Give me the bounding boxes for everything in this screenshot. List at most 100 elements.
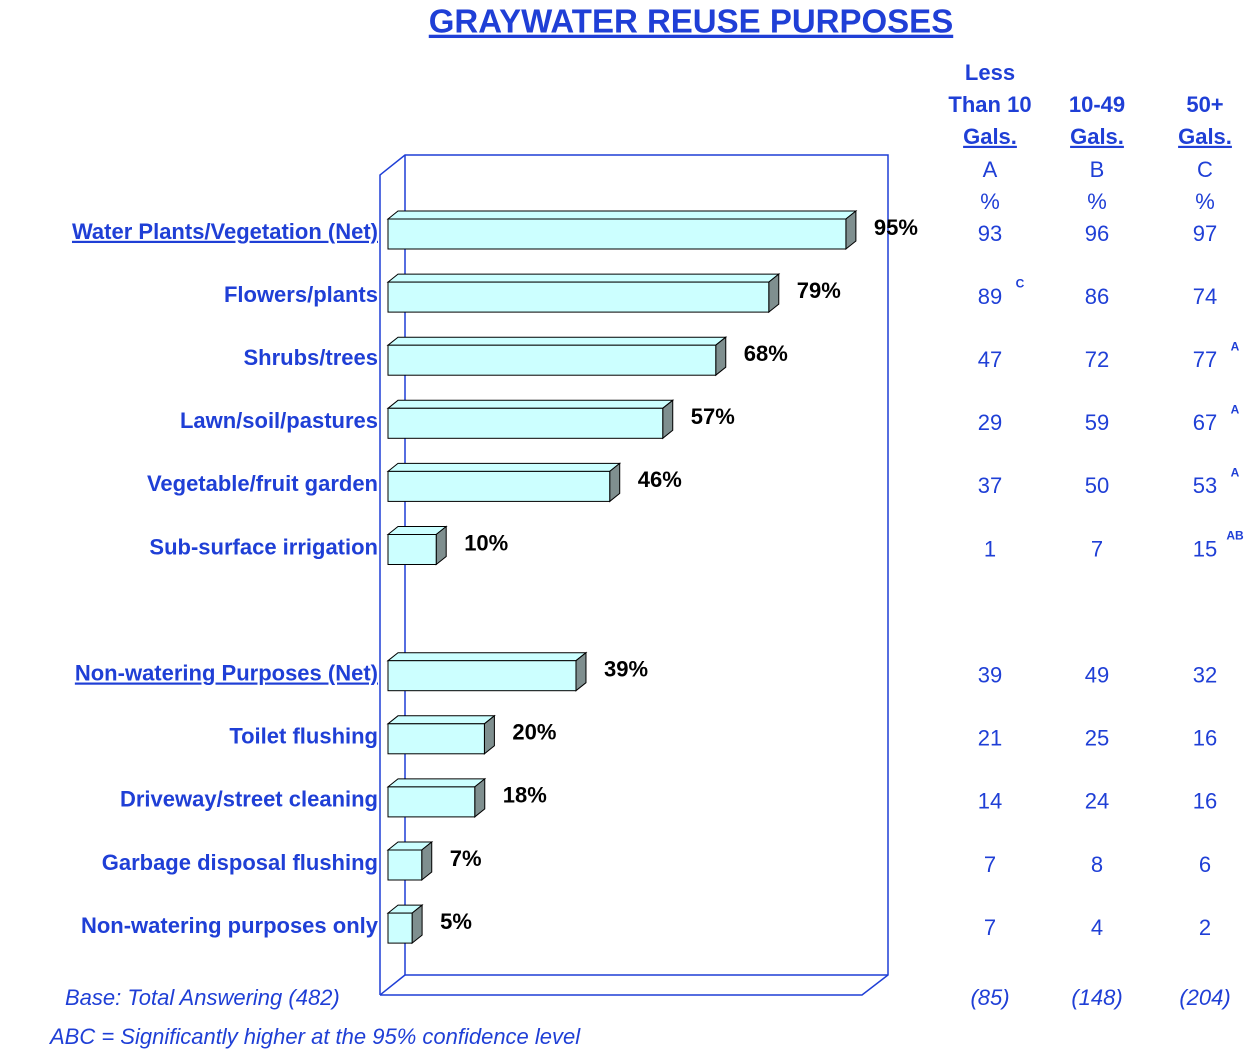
bar-top <box>386 210 858 220</box>
table-value: 21 <box>978 726 1002 751</box>
bar <box>387 786 476 818</box>
table-value: 49 <box>1085 663 1109 688</box>
bar <box>387 407 664 439</box>
table-value: 32 <box>1193 663 1217 688</box>
table-value: 29 <box>978 410 1002 435</box>
bar <box>387 344 717 376</box>
bar <box>387 218 847 250</box>
category-label: Toilet flushing <box>229 724 378 749</box>
column-letter: C <box>1197 157 1213 182</box>
bar-top <box>386 715 496 725</box>
column-unit: % <box>1087 189 1107 214</box>
table-value: 8 <box>1091 852 1103 877</box>
value-label: 20% <box>512 720 556 745</box>
category-label: Garbage disposal flushing <box>102 850 378 875</box>
base: (204) <box>1179 985 1230 1010</box>
table-value: 50 <box>1085 473 1109 498</box>
table-value: 16 <box>1193 726 1217 751</box>
column-unit: % <box>980 189 1000 214</box>
significance: A <box>1231 466 1240 480</box>
table-value: 97 <box>1193 221 1217 246</box>
value-label: 68% <box>744 341 788 366</box>
table-value: 37 <box>978 473 1002 498</box>
significance: AB <box>1226 529 1244 543</box>
table-value: 47 <box>978 347 1002 372</box>
table-value: 7 <box>1091 536 1103 561</box>
table-value: 39 <box>978 663 1002 688</box>
bar <box>387 849 423 881</box>
bar-top <box>386 273 781 283</box>
value-label: 95% <box>874 215 918 240</box>
table-value: 53 <box>1193 473 1217 498</box>
table-value: 89 <box>978 284 1002 309</box>
category-label: Non-watering Purposes (Net) <box>75 661 378 686</box>
table-value: 16 <box>1193 789 1217 814</box>
column-letter: A <box>983 157 998 182</box>
footnote: ABC = Significantly higher at the 95% co… <box>48 1024 581 1049</box>
value-label: 46% <box>638 467 682 492</box>
table-value: 86 <box>1085 284 1109 309</box>
column-header: Less <box>965 60 1015 85</box>
frame-outline <box>379 154 889 996</box>
column-header: Gals. <box>1070 124 1124 149</box>
value-label: 39% <box>604 657 648 682</box>
value-label: 18% <box>503 783 547 808</box>
table-value: 7 <box>984 915 996 940</box>
column-header: Than 10 <box>948 92 1031 117</box>
table-value: 96 <box>1085 221 1109 246</box>
category-label: Driveway/street cleaning <box>120 787 378 812</box>
base: (85) <box>970 985 1009 1010</box>
table-value: 67 <box>1193 410 1217 435</box>
category-label: Water Plants/Vegetation (Net) <box>72 219 378 244</box>
bar <box>387 534 437 565</box>
table-value: 93 <box>978 221 1002 246</box>
base: (148) <box>1071 985 1122 1010</box>
significance: A <box>1231 402 1240 416</box>
table-value: 25 <box>1085 726 1109 751</box>
table-value: 15 <box>1193 536 1217 561</box>
bar-top <box>386 336 728 346</box>
column-header: 10-49 <box>1069 92 1125 117</box>
bar <box>387 281 770 313</box>
frame-edge <box>379 974 406 996</box>
bar-top <box>386 462 622 472</box>
category-label: Lawn/soil/pastures <box>180 408 378 433</box>
column-letter: B <box>1090 157 1105 182</box>
column-header: Gals. <box>1178 124 1232 149</box>
table-value: 1 <box>984 536 996 561</box>
column-header: 50+ <box>1186 92 1223 117</box>
chart-title: GRAYWATER REUSE PURPOSES <box>429 3 953 40</box>
category-label: Vegetable/fruit garden <box>147 471 378 496</box>
bar-top <box>386 399 675 409</box>
bar-top <box>386 652 588 662</box>
footnote: Base: Total Answering (482) <box>65 985 340 1010</box>
value-label: 5% <box>440 909 472 934</box>
table-value: 4 <box>1091 915 1103 940</box>
table-value: 59 <box>1085 410 1109 435</box>
table-value: 72 <box>1085 347 1109 372</box>
value-label: 57% <box>691 404 735 429</box>
table-value: 7 <box>984 852 996 877</box>
bar <box>387 723 485 755</box>
category-label: Flowers/plants <box>224 282 378 307</box>
bar <box>387 660 577 692</box>
category-label: Non-watering purposes only <box>81 913 379 938</box>
value-label: 7% <box>450 846 482 871</box>
significance: A <box>1231 339 1240 353</box>
value-label: 79% <box>797 278 841 303</box>
table-value: 74 <box>1193 284 1217 309</box>
bar <box>387 470 611 502</box>
bar <box>387 912 413 944</box>
category-label: Shrubs/trees <box>244 345 379 370</box>
column-unit: % <box>1195 189 1215 214</box>
table-value: 2 <box>1199 915 1211 940</box>
table-value: 24 <box>1085 789 1109 814</box>
bar-top <box>386 778 487 788</box>
table-value: 14 <box>978 789 1002 814</box>
column-header: Gals. <box>963 124 1017 149</box>
category-label: Sub-surface irrigation <box>149 534 378 559</box>
table-value: 6 <box>1199 852 1211 877</box>
significance: C <box>1016 276 1025 290</box>
value-label: 10% <box>464 530 508 555</box>
